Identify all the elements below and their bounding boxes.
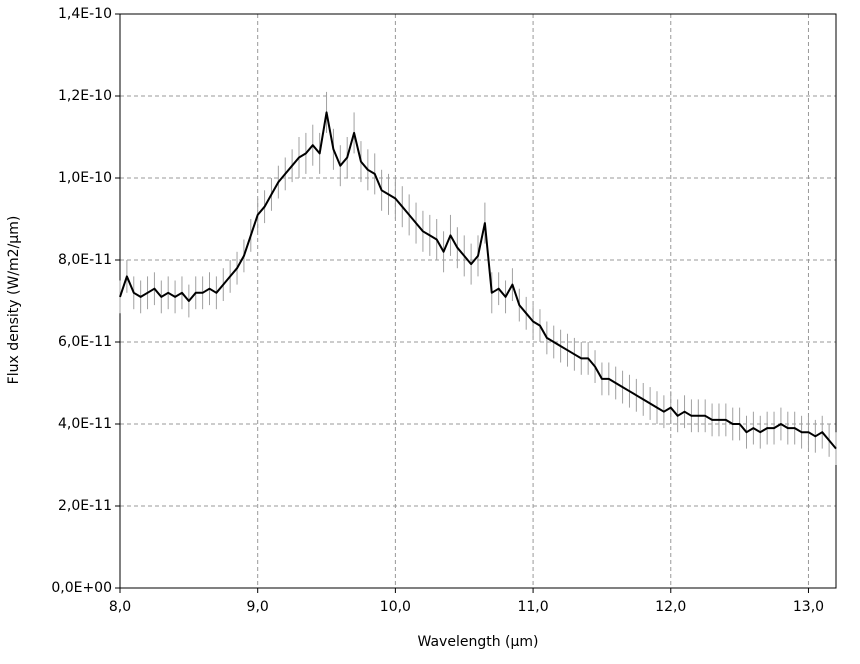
x-tick-label: 8,0 [109, 599, 131, 615]
y-tick-label: 1,0E-10 [58, 170, 112, 186]
y-tick-label: 1,2E-10 [58, 88, 112, 104]
y-tick-label: 4,0E-11 [58, 416, 112, 432]
y-tick-label: 1,4E-10 [58, 6, 112, 22]
x-tick-label: 11,0 [517, 599, 548, 615]
x-tick-label: 9,0 [247, 599, 269, 615]
y-tick-label: 2,0E-11 [58, 498, 112, 514]
y-tick-label: 8,0E-11 [58, 252, 112, 268]
y-tick-label: 0,0E+00 [51, 580, 112, 596]
x-tick-label: 13,0 [793, 599, 824, 615]
y-tick-label: 6,0E-11 [58, 334, 112, 350]
data-line [119, 111, 837, 450]
plot-frame [119, 13, 837, 589]
x-tick-label: 10,0 [380, 599, 411, 615]
x-tick-label: 12,0 [655, 599, 686, 615]
x-axis-label: Wavelength (µm) [418, 634, 539, 650]
y-axis-label: Flux density (W/m2/µm) [6, 216, 22, 385]
